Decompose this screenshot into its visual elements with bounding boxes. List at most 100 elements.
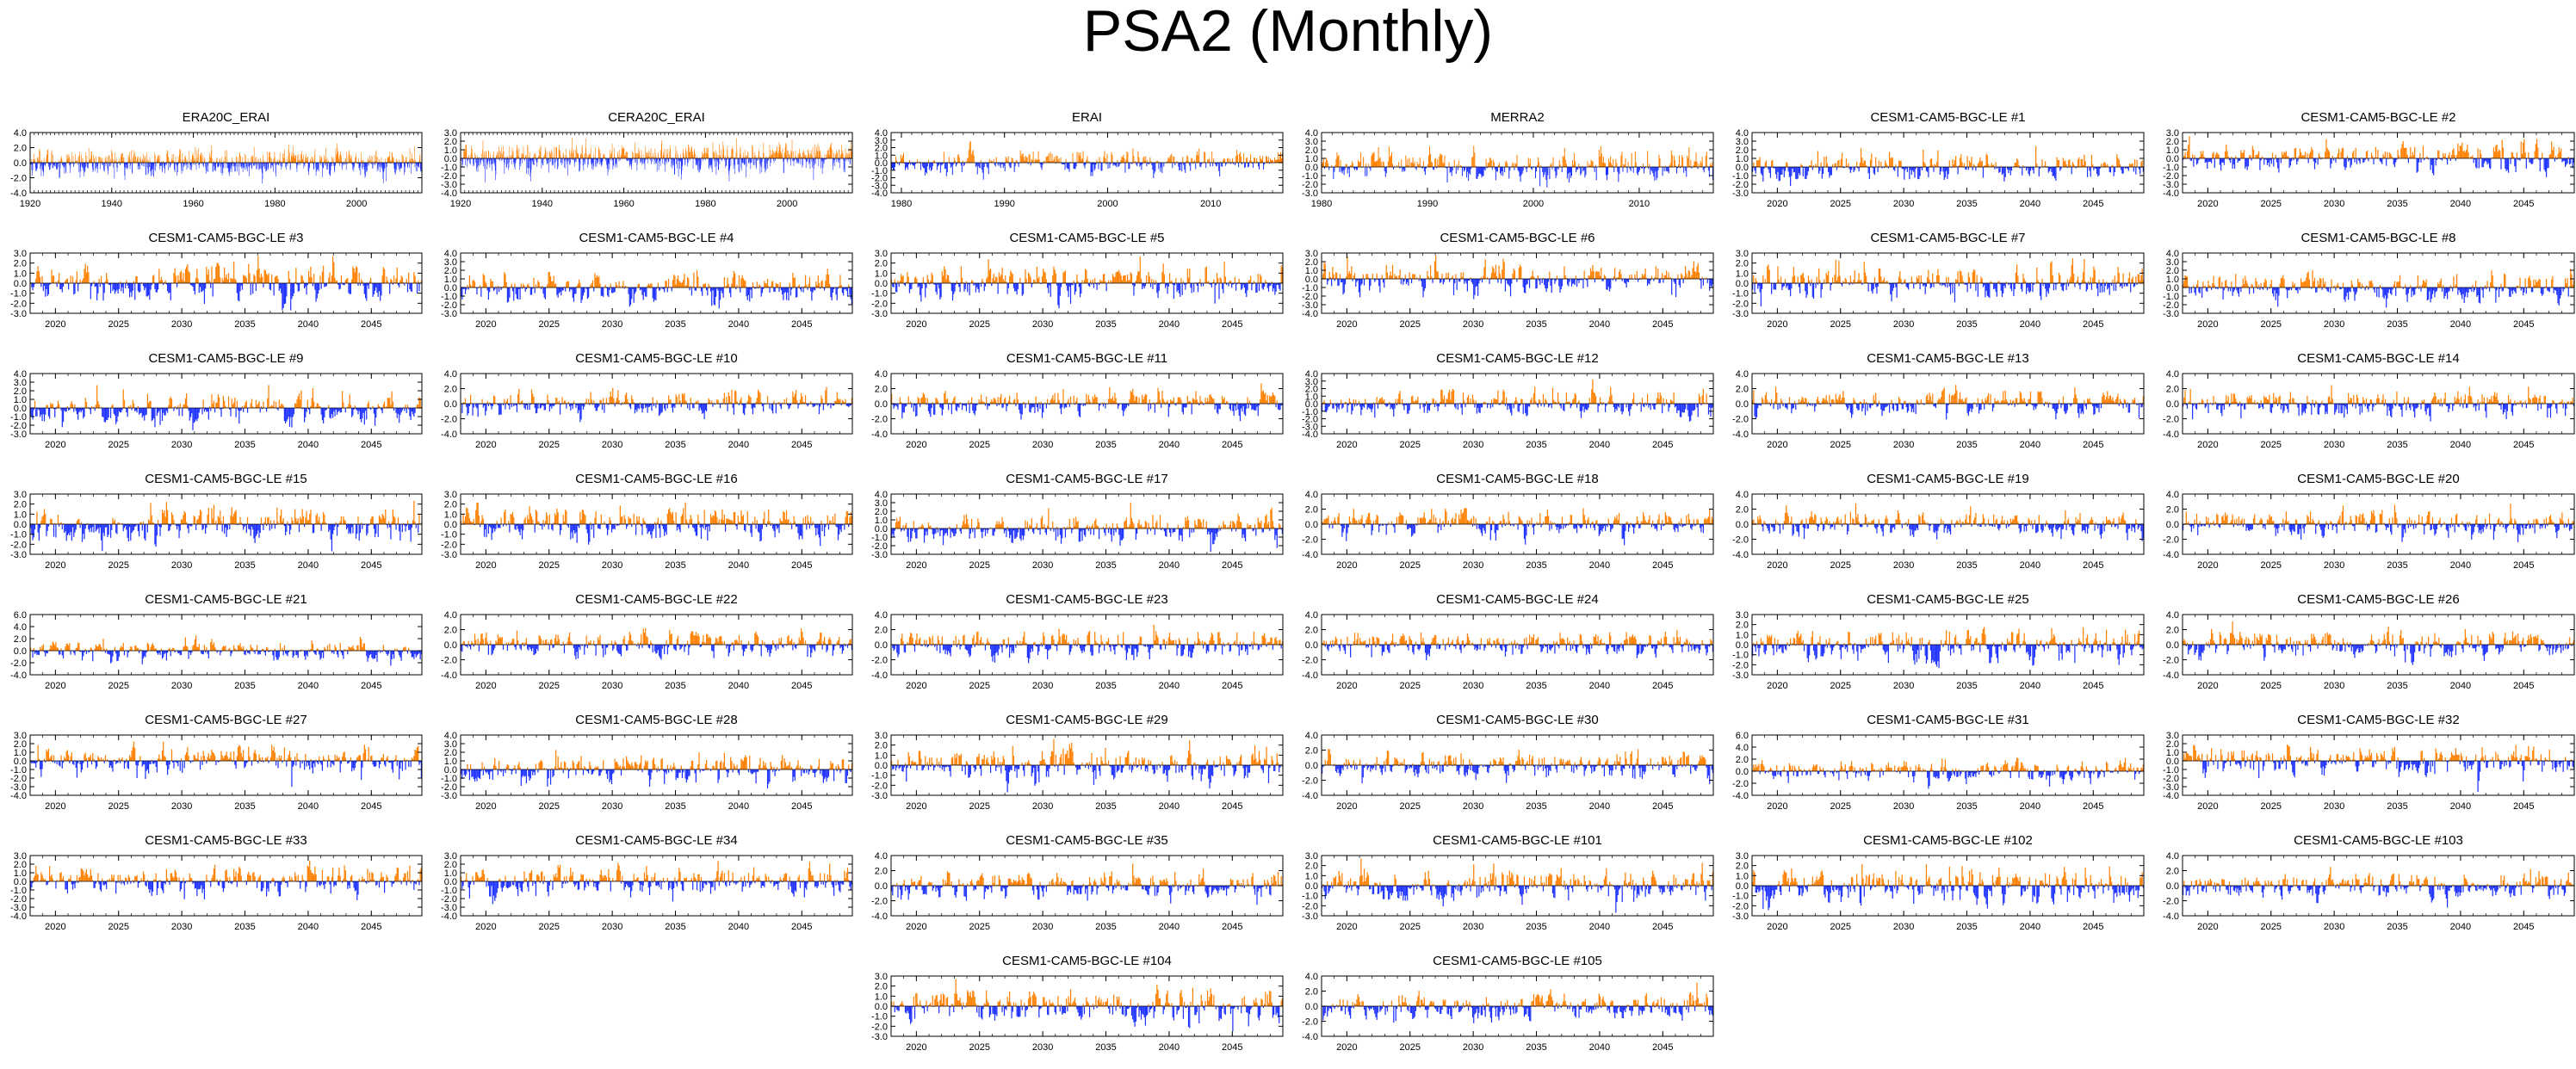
bar-positive: [284, 158, 286, 163]
bar-negative: [644, 158, 646, 170]
bar-negative: [825, 158, 827, 160]
bar-negative: [62, 163, 63, 165]
bar-negative: [2189, 158, 2191, 161]
bar-negative: [333, 163, 334, 166]
bar-negative: [898, 163, 900, 166]
bar-positive: [376, 156, 377, 163]
bar-positive: [706, 148, 708, 158]
bar-negative: [394, 163, 395, 173]
bar-negative: [719, 158, 721, 164]
bar-negative: [476, 158, 477, 171]
bar-positive: [196, 160, 198, 163]
bar-negative: [700, 158, 701, 170]
bar-negative: [847, 158, 849, 162]
bar-negative: [1481, 167, 1483, 178]
bar-negative: [740, 158, 742, 171]
bar-negative: [241, 163, 242, 169]
bar-positive: [763, 152, 765, 158]
bar-negative: [253, 163, 255, 165]
bar-positive: [966, 158, 968, 163]
bar-positive: [1196, 154, 1198, 163]
bar-positive: [76, 160, 77, 163]
bar-negative: [1238, 163, 1240, 168]
bar-positive: [587, 156, 589, 158]
bar-positive: [1955, 156, 1957, 167]
bar-negative: [483, 158, 484, 163]
bar-positive: [134, 152, 135, 163]
bar-negative: [383, 163, 385, 171]
bar-negative: [745, 158, 746, 165]
bar-series: [30, 256, 422, 311]
bar-negative: [643, 158, 645, 164]
bar-positive: [1537, 164, 1539, 167]
bar-series: [461, 138, 853, 182]
bar-positive: [667, 149, 669, 158]
bar-negative: [656, 158, 657, 163]
bar-negative: [907, 163, 909, 165]
bar-negative: [2278, 158, 2280, 173]
chart-panel: CERA20C_ERAI 3.0 2.0 1.0 0.0 -1.0 -2.0 -3.0 -4.0…: [430, 103, 861, 224]
bar-positive: [2100, 164, 2102, 167]
bar-positive: [2282, 154, 2284, 158]
bar-negative: [2094, 167, 2096, 169]
bar-positive: [43, 158, 45, 163]
bar-positive: [1266, 156, 1268, 163]
bar-positive: [224, 162, 226, 163]
bar-positive: [774, 154, 775, 158]
bar-negative: [2487, 158, 2489, 164]
bar-negative: [2485, 158, 2486, 161]
bar-positive: [324, 155, 325, 163]
x-tick-label: 1980: [891, 199, 912, 209]
bar-positive: [1442, 162, 1444, 167]
bar-positive: [908, 160, 910, 163]
bar-negative: [34, 283, 36, 284]
bar-negative: [217, 163, 218, 167]
bar-positive: [2257, 153, 2259, 158]
bar-negative: [834, 158, 836, 166]
bar-negative: [1944, 167, 1947, 177]
bar-positive: [841, 155, 843, 158]
bar-negative: [36, 163, 38, 170]
bar-positive: [410, 161, 412, 163]
bar-positive: [36, 157, 38, 163]
bar-negative: [221, 163, 223, 176]
bar-positive: [2558, 147, 2560, 158]
bar-negative: [739, 158, 740, 165]
bar-positive: [2081, 158, 2084, 167]
bar-negative: [203, 163, 205, 167]
y-tick-label: -2.0: [10, 174, 27, 184]
bar-negative: [560, 158, 562, 164]
bar-positive: [60, 156, 62, 163]
bar-negative: [487, 158, 489, 162]
bar-positive: [1096, 159, 1098, 163]
bar-positive: [158, 269, 160, 283]
bar-positive: [610, 151, 612, 158]
bar-positive: [91, 155, 93, 163]
bar-positive: [545, 151, 547, 158]
x-tick-label: 1940: [102, 199, 122, 209]
bar-negative: [186, 163, 187, 165]
bar-positive: [840, 153, 842, 158]
bar-negative: [286, 163, 287, 164]
bar-negative: [755, 158, 757, 167]
bar-positive: [724, 155, 726, 158]
bar-positive: [638, 147, 640, 158]
bar-positive: [290, 161, 292, 163]
bar-positive: [833, 152, 834, 158]
bar-negative: [49, 283, 51, 285]
bar-positive: [37, 158, 39, 163]
bar-negative: [198, 163, 200, 166]
bar-positive: [752, 146, 753, 158]
bar-positive: [2261, 156, 2263, 158]
bar-negative: [1333, 167, 1334, 179]
bar-positive: [2111, 165, 2113, 167]
bar-positive: [104, 281, 107, 283]
bar-negative: [2193, 158, 2195, 167]
bar-positive: [1489, 158, 1490, 167]
bar-positive: [1374, 162, 1376, 167]
bar-positive: [1150, 161, 1152, 163]
bar-negative: [313, 163, 314, 170]
x-tick-label: 2020: [1767, 199, 1787, 209]
bar-positive: [849, 154, 851, 158]
